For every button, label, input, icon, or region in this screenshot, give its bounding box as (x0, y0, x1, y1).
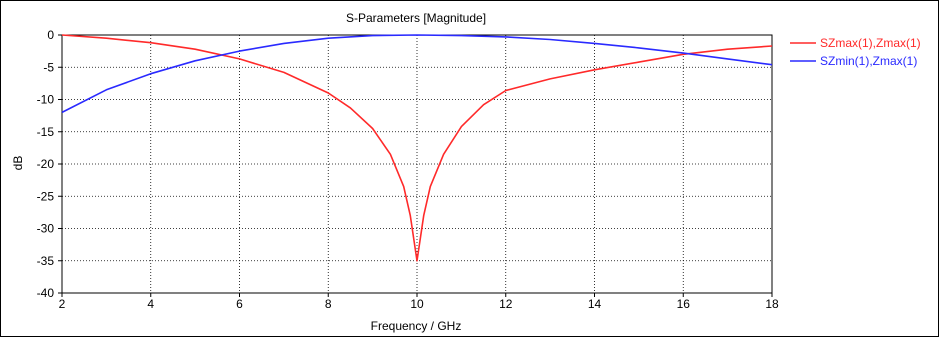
y-axis-label: dB (11, 156, 25, 171)
series-line-2 (61, 34, 773, 114)
x-tick-label: 16 (677, 297, 691, 311)
y-tick-label: 0 (47, 28, 54, 42)
legend: SZmax(1),Zmax(1) SZmin(1),Zmax(1) (790, 36, 921, 68)
x-tick-label: 12 (499, 297, 513, 311)
y-tick-label: -35 (37, 254, 55, 268)
x-tick-label: 2 (59, 297, 66, 311)
chart-title: S-Parameters [Magnitude] (346, 11, 486, 25)
y-tick-label: -40 (37, 286, 55, 300)
y-axis-ticks: 0 -5 -10 -15 -20 -25 -30 -35 -40 (37, 28, 62, 300)
x-tick-label: 18 (765, 297, 779, 311)
y-tick-label: -20 (37, 157, 55, 171)
x-tick-label: 14 (588, 297, 602, 311)
legend-label-1: SZmax(1),Zmax(1) (820, 36, 921, 50)
x-tick-label: 4 (147, 297, 154, 311)
y-tick-label: -25 (37, 189, 55, 203)
series-group (61, 34, 773, 262)
y-tick-label: -30 (37, 222, 55, 236)
y-tick-label: -10 (37, 93, 55, 107)
grid (62, 35, 772, 293)
legend-label-2: SZmin(1),Zmax(1) (820, 54, 917, 68)
y-tick-label: -5 (43, 60, 54, 74)
series-line-1 (61, 34, 773, 262)
x-tick-label: 6 (236, 297, 243, 311)
y-tick-label: -15 (37, 125, 55, 139)
x-axis-label: Frequency / GHz (371, 319, 462, 333)
x-tick-label: 8 (325, 297, 332, 311)
x-tick-label: 10 (410, 297, 424, 311)
x-axis-ticks: 2 4 6 8 10 12 14 16 18 (59, 293, 779, 311)
